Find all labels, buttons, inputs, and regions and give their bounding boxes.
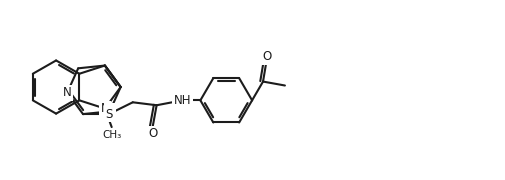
Text: S: S xyxy=(105,108,113,121)
Text: N: N xyxy=(63,86,72,99)
Text: N: N xyxy=(106,105,114,118)
Text: O: O xyxy=(148,127,157,140)
Text: N: N xyxy=(100,102,109,115)
Text: O: O xyxy=(263,50,272,64)
Text: NH: NH xyxy=(174,94,191,107)
Text: CH₃: CH₃ xyxy=(102,130,121,140)
